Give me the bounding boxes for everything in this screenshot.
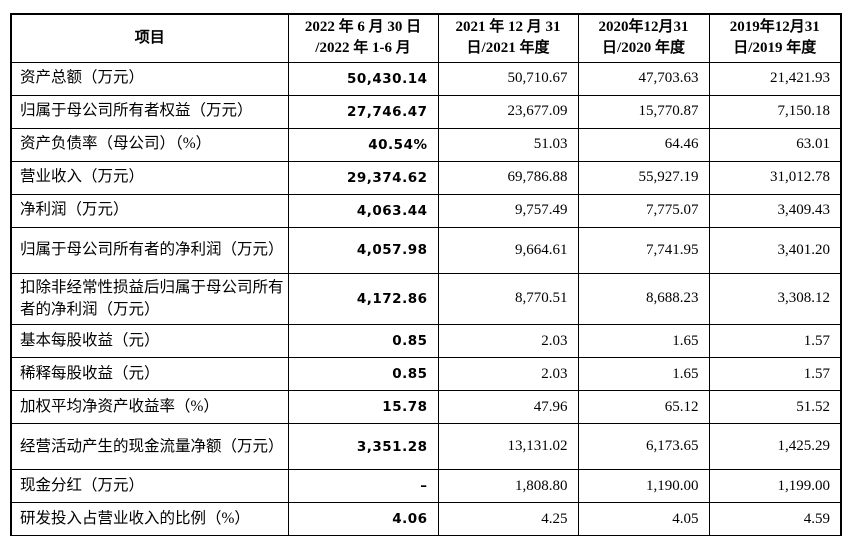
table-row: 净利润（万元） 4,063.44 9,757.49 7,775.07 3,409.43 <box>10 193 842 228</box>
row-label-cell: 归属于母公司所有者权益（万元） <box>10 94 289 129</box>
value-cell-2022: – <box>287 469 439 504</box>
row-label-cell: 现金分红（万元） <box>10 469 289 504</box>
col-header-line: 2022 年 6 月 30 日 <box>304 19 422 36</box>
value-cell-2019: 1,425.29 <box>708 423 842 471</box>
value-cell-2019: 4.59 <box>708 502 842 536</box>
table-row: 资产总额（万元） 50,430.14 50,710.67 47,703.63 21,42… <box>10 61 842 96</box>
row-label-cell: 基本每股收益（元） <box>10 324 289 359</box>
col-header-2022: 2022 年 6 月 30 日/2022 年 1-6 月 <box>287 13 439 63</box>
financial-table: 项目 2022 年 6 月 30 日/2022 年 1-6 月 2021 年 12 … <box>10 13 842 536</box>
col-header-line: /2022 年 1-6 月 <box>315 40 411 57</box>
table-row: 营业收入（万元） 29,374.62 69,786.88 55,927.19 31,01… <box>10 160 842 195</box>
table-row: 资产负债率（母公司）（%） 40.54% 51.03 64.46 63.01 <box>10 127 842 162</box>
row-label-cell: 归属于母公司所有者的净利润（万元） <box>10 226 289 274</box>
value-cell-2019: 7,150.18 <box>708 94 842 129</box>
table-row: 经营活动产生的现金流量净额（万元） 3,351.28 13,131.02 6,173.… <box>10 423 842 471</box>
value-cell-2020: 7,741.95 <box>577 226 710 274</box>
value-cell-2021: 50,710.67 <box>437 61 579 96</box>
value-cell-2022: 40.54% <box>287 127 439 162</box>
value-cell-2022: 15.78 <box>287 390 439 425</box>
col-header-line: 2021 年 12 月 31 <box>455 19 561 36</box>
value-cell-2019: 31,012.78 <box>708 160 842 195</box>
col-header-line: 2019年12月31 <box>729 19 820 36</box>
value-cell-2019: 1.57 <box>708 357 842 392</box>
col-header-2021: 2021 年 12 月 31 日/2021 年度 <box>437 13 579 63</box>
value-cell-2019: 3,401.20 <box>708 226 842 274</box>
value-cell-2019: 1.57 <box>708 324 842 359</box>
row-label-cell: 资产总额（万元） <box>10 61 289 96</box>
table-row: 稀释每股收益（元） 0.85 2.03 1.65 1.57 <box>10 357 842 392</box>
value-cell-2020: 1.65 <box>577 324 710 359</box>
value-cell-2021: 23,677.09 <box>437 94 579 129</box>
value-cell-2019: 3,308.12 <box>708 272 842 326</box>
value-cell-2020: 55,927.19 <box>577 160 710 195</box>
value-cell-2022: 0.85 <box>287 324 439 359</box>
col-header-2019: 2019年12月31 日/2019 年度 <box>708 13 842 63</box>
value-cell-2019: 51.52 <box>708 390 842 425</box>
value-cell-2019: 63.01 <box>708 127 842 162</box>
row-label-cell: 稀释每股收益（元） <box>10 357 289 392</box>
row-label-cell: 加权平均净资产收益率（%） <box>10 390 289 425</box>
col-header-line: 项目 <box>134 29 165 46</box>
value-cell-2021: 4.25 <box>437 502 579 536</box>
value-cell-2020: 15,770.87 <box>577 94 710 129</box>
value-cell-2020: 6,173.65 <box>577 423 710 471</box>
value-cell-2021: 13,131.02 <box>437 423 579 471</box>
value-cell-2020: 7,775.07 <box>577 193 710 228</box>
value-cell-2019: 3,409.43 <box>708 193 842 228</box>
header-row: 项目 2022 年 6 月 30 日/2022 年 1-6 月 2021 年 12 … <box>10 13 842 63</box>
value-cell-2022: 4,063.44 <box>287 193 439 228</box>
col-header-line: 日/2020 年度 <box>602 40 685 57</box>
table-body: 资产总额（万元） 50,430.14 50,710.67 47,703.63 21,42… <box>10 61 842 536</box>
table-row: 归属于母公司所有者权益（万元） 27,746.47 23,677.09 15,770.… <box>10 94 842 129</box>
value-cell-2022: 29,374.62 <box>287 160 439 195</box>
col-header-line: 日/2021 年度 <box>466 40 550 57</box>
table-header: 项目 2022 年 6 月 30 日/2022 年 1-6 月 2021 年 12 … <box>10 13 842 63</box>
value-cell-2020: 4.05 <box>577 502 710 536</box>
value-cell-2021: 8,770.51 <box>437 272 579 326</box>
value-cell-2019: 21,421.93 <box>708 61 842 96</box>
value-cell-2020: 65.12 <box>577 390 710 425</box>
value-cell-2020: 1,190.00 <box>577 469 710 504</box>
row-label-cell: 扣除非经常性损益后归属于母公司所有者的净利润（万元） <box>10 272 289 326</box>
row-label-cell: 资产负债率（母公司）（%） <box>10 127 289 162</box>
table-row: 研发投入占营业收入的比例（%） 4.06 4.25 4.05 4.59 <box>10 502 842 536</box>
row-label-cell: 净利润（万元） <box>10 193 289 228</box>
value-cell-2022: 3,351.28 <box>287 423 439 471</box>
value-cell-2020: 1.65 <box>577 357 710 392</box>
value-cell-2021: 69,786.88 <box>437 160 579 195</box>
value-cell-2021: 9,664.61 <box>437 226 579 274</box>
value-cell-2022: 27,746.47 <box>287 94 439 129</box>
value-cell-2020: 8,688.23 <box>577 272 710 326</box>
value-cell-2021: 2.03 <box>437 324 579 359</box>
value-cell-2020: 64.46 <box>577 127 710 162</box>
value-cell-2021: 2.03 <box>437 357 579 392</box>
col-header-item: 项目 <box>10 13 289 63</box>
row-label-cell: 研发投入占营业收入的比例（%） <box>10 502 289 536</box>
value-cell-2022: 4,057.98 <box>287 226 439 274</box>
value-cell-2021: 47.96 <box>437 390 579 425</box>
value-cell-2020: 47,703.63 <box>577 61 710 96</box>
col-header-line: 2020年12月31 <box>598 19 689 36</box>
row-label-cell: 营业收入（万元） <box>10 160 289 195</box>
financial-table-container: 项目 2022 年 6 月 30 日/2022 年 1-6 月 2021 年 12 … <box>10 13 842 536</box>
table-row: 基本每股收益（元） 0.85 2.03 1.65 1.57 <box>10 324 842 359</box>
value-cell-2022: 4,172.86 <box>287 272 439 326</box>
row-label-cell: 经营活动产生的现金流量净额（万元） <box>10 423 289 471</box>
value-cell-2022: 4.06 <box>287 502 439 536</box>
table-row: 扣除非经常性损益后归属于母公司所有者的净利润（万元） 4,172.86 8,770.… <box>10 272 842 326</box>
table-row: 归属于母公司所有者的净利润（万元） 4,057.98 9,664.61 7,741.9… <box>10 226 842 274</box>
table-row: 加权平均净资产收益率（%） 15.78 47.96 65.12 51.52 <box>10 390 842 425</box>
value-cell-2021: 9,757.49 <box>437 193 579 228</box>
value-cell-2022: 0.85 <box>287 357 439 392</box>
value-cell-2021: 1,808.80 <box>437 469 579 504</box>
value-cell-2021: 51.03 <box>437 127 579 162</box>
col-header-line: 日/2019 年度 <box>733 40 817 57</box>
value-cell-2022: 50,430.14 <box>287 61 439 96</box>
col-header-2020: 2020年12月31 日/2020 年度 <box>577 13 710 63</box>
table-row: 现金分红（万元） –1,808.80 1,190.00 1,199.00 <box>10 469 842 504</box>
value-cell-2019: 1,199.00 <box>708 469 842 504</box>
